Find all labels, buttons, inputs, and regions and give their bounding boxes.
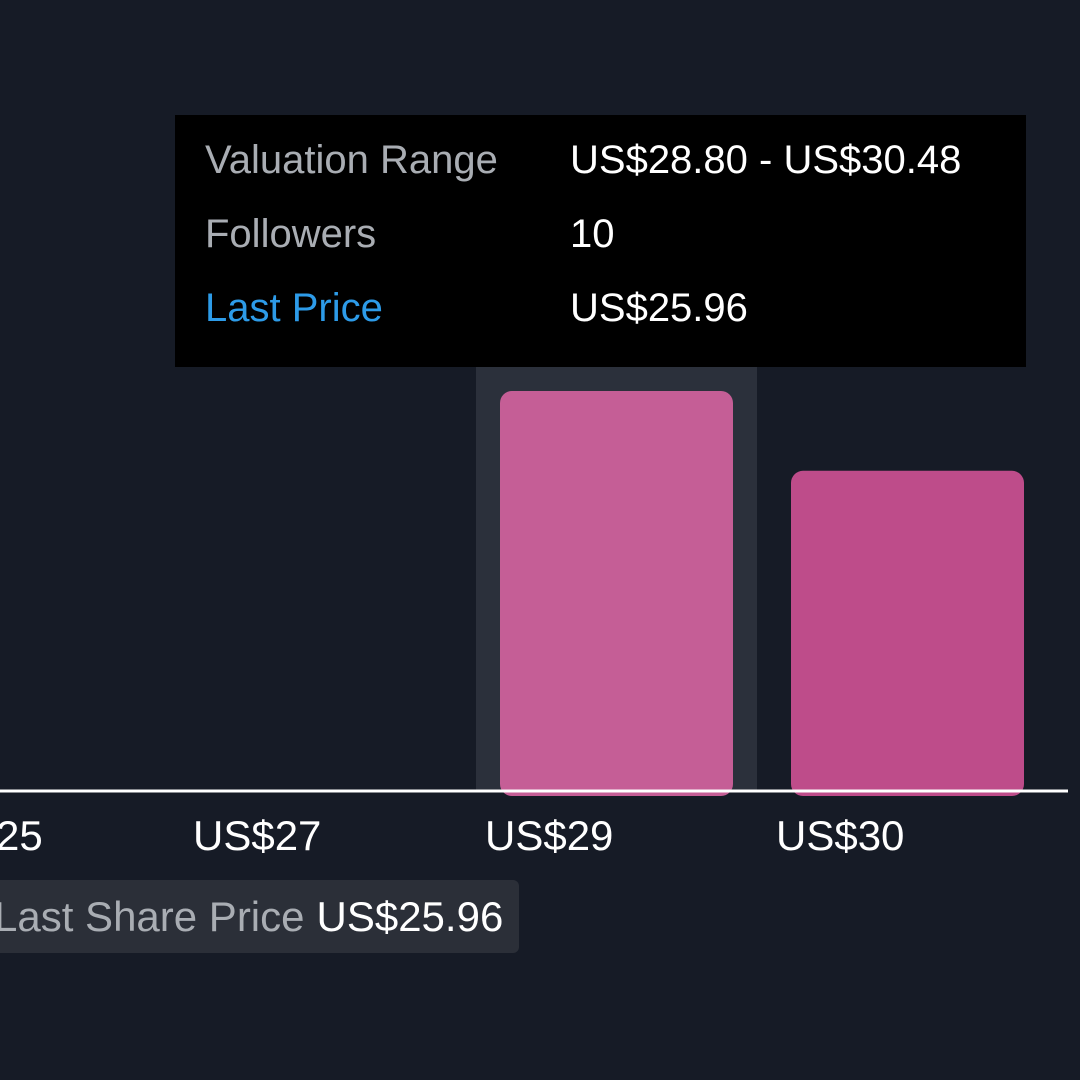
x-tick-label: US$27 — [193, 812, 322, 859]
tooltip-value: US$28.80 - US$30.48 — [570, 138, 962, 182]
bar-us-30[interactable] — [791, 470, 1024, 796]
last-share-price-label: Last Share Price — [0, 892, 305, 940]
x-tick-label: 25 — [0, 812, 43, 859]
bar-tooltip: Valuation Range US$28.80 - US$30.48 Foll… — [175, 115, 1026, 367]
last-share-price-badge: Last Share Price US$25.96 — [0, 880, 520, 953]
tooltip-value: 10 — [570, 212, 615, 256]
x-tick-label: US$29 — [485, 812, 614, 859]
tooltip-value: US$25.96 — [570, 286, 748, 330]
last-share-price-value: US$25.96 — [316, 892, 504, 940]
tooltip-label: Valuation Range — [205, 138, 498, 182]
bar-us-29[interactable] — [500, 391, 733, 796]
tooltip-label: Followers — [205, 212, 377, 256]
x-tick-label: US$30 — [776, 812, 905, 859]
tooltip-label: Last Price — [205, 286, 383, 330]
